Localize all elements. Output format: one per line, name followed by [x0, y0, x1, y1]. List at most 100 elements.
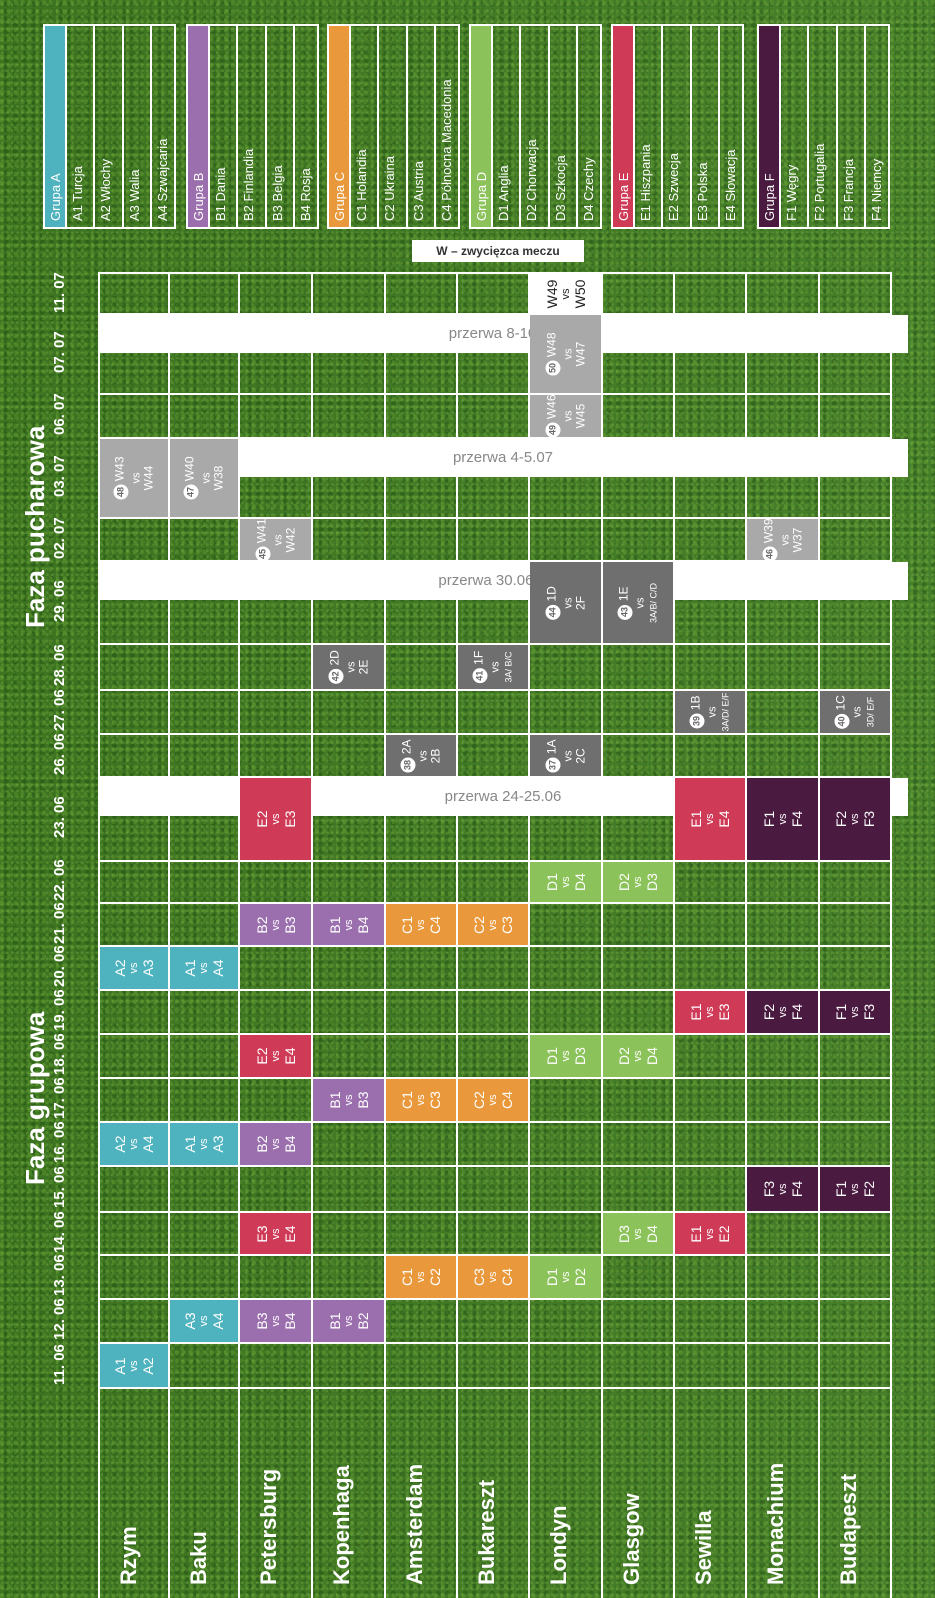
match-cell: 50 W48 vs W47 — [530, 315, 601, 393]
group-color-bar — [613, 26, 633, 227]
group-name: Grupa C — [332, 171, 347, 221]
match-team-2: D4 — [571, 873, 588, 891]
group-team: B2 Finlandia — [241, 148, 256, 221]
grid-line-vertical — [745, 272, 747, 1389]
match-team-1: A2 — [112, 959, 128, 977]
match-vs: vs — [269, 813, 282, 825]
match-team-1: E1 — [688, 1003, 704, 1021]
match-team-1: D1 — [543, 873, 560, 891]
match-number-badge: 39 — [689, 713, 705, 729]
grid-line-horizontal — [98, 313, 890, 315]
match-team-2: F4 — [788, 1180, 805, 1198]
grid-line-horizontal — [98, 1254, 890, 1256]
group-team: D3 Szkocja — [553, 155, 568, 221]
city-divider — [456, 1389, 458, 1598]
group-team: B1 Dania — [213, 167, 228, 221]
city-label: Glasgow — [619, 1493, 644, 1585]
match-label: 48 W43 vs W44 — [113, 456, 156, 500]
match-cell: D3 vs D4 — [603, 1213, 673, 1254]
match-vs: vs — [562, 348, 574, 360]
match-team-1: E1 — [688, 810, 704, 828]
match-vs: vs — [776, 1006, 789, 1018]
match-cell: D1 vs D2 — [530, 1256, 601, 1298]
city-divider — [673, 1389, 675, 1598]
match-label: B2 vs B4 — [253, 1135, 298, 1153]
date-label: 07. 07 — [51, 331, 68, 373]
group-divider — [150, 26, 152, 227]
grid-line-horizontal — [98, 272, 890, 274]
match-cell: B2 vs B4 — [240, 1123, 311, 1165]
match-team-2: W38 — [211, 465, 226, 491]
phase-group-title: Faza grupowa — [20, 1011, 50, 1185]
match-label: D1 vs D2 — [544, 1268, 588, 1286]
match-team-2: F3 — [861, 1003, 877, 1021]
group-divider — [65, 26, 67, 227]
match-vs: vs — [559, 1271, 572, 1283]
date-label: 18. 06 — [51, 1033, 68, 1075]
match-vs: vs — [128, 1138, 140, 1150]
match-vs: vs — [706, 706, 719, 718]
group-color-bar — [188, 26, 208, 227]
match-label: 49 W46 vs W45 — [544, 394, 587, 438]
match-team-1: F1 — [760, 810, 777, 828]
match-vs: vs — [704, 1228, 716, 1239]
group-name: Grupa F — [762, 173, 777, 221]
city-label: Bukareszt — [474, 1479, 499, 1585]
match-team-2: D4 — [644, 1224, 660, 1243]
grid-line-vertical — [528, 272, 530, 1389]
match-vs: vs — [269, 1315, 282, 1327]
match-team-2: C4 — [427, 915, 443, 934]
group-name: Grupa A — [48, 173, 63, 221]
group-divider — [836, 26, 838, 227]
match-cell: B1 vs B2 — [313, 1300, 384, 1342]
match-label: 43 1E vs 3A/B/ C/D — [617, 582, 659, 622]
match-team-2: W44 — [141, 465, 156, 491]
grid-line-horizontal — [98, 1077, 890, 1079]
match-team-1: E1 — [688, 1224, 704, 1243]
group-divider — [633, 26, 635, 227]
match-team-1: B2 — [253, 1135, 270, 1153]
match-team-1: W48 — [544, 332, 558, 358]
city-divider — [238, 1389, 240, 1598]
grid-line-horizontal — [98, 989, 890, 991]
match-team-2: W37 — [790, 527, 804, 552]
match-cell: E1 vs E2 — [675, 1213, 745, 1254]
match-vs: vs — [704, 813, 716, 825]
group-color-bar — [471, 26, 491, 227]
group-team: A3 Walia — [127, 169, 142, 221]
date-label: 28. 06 — [51, 644, 68, 686]
match-cell: C1 vs C4 — [386, 904, 456, 945]
break-band: przerwa 30.06-1.07 — [98, 562, 908, 600]
match-label: B1 vs B3 — [327, 1091, 371, 1108]
grid-line-vertical — [168, 272, 170, 1389]
group-team: A4 Szwajcaria — [155, 138, 170, 221]
match-label: F1 vs F2 — [833, 1181, 877, 1197]
match-vs: vs — [559, 288, 572, 300]
match-team-2: E2 — [716, 1224, 732, 1243]
group-team: C3 Austria — [411, 161, 426, 221]
match-vs: vs — [849, 1006, 861, 1018]
match-vs: vs — [562, 410, 574, 422]
match-team-2: B4 — [281, 1312, 298, 1330]
group-team: F1 Węgry — [784, 164, 799, 221]
match-team-1: C3 — [471, 1268, 487, 1286]
match-label: 50 W48 vs W47 — [544, 332, 587, 376]
match-label: A3 vs A4 — [182, 1312, 226, 1329]
match-vs: vs — [415, 919, 427, 930]
grid-line-vertical — [311, 272, 313, 1389]
match-team-2: D3 — [644, 873, 660, 891]
match-team-1: W49 — [543, 279, 560, 308]
grid-line-horizontal — [98, 437, 890, 439]
grid-line-horizontal — [98, 902, 890, 904]
group-divider — [548, 26, 550, 227]
group-box: Grupa D D1 Anglia D2 Chorwacja D3 Szkocja D4… — [469, 24, 602, 229]
match-number-badge: 42 — [328, 668, 343, 684]
group-team: F2 Portugalia — [812, 143, 827, 221]
city-label: Monachium — [763, 1462, 788, 1585]
match-team-2: 2E — [356, 659, 370, 675]
group-team: E1 Hiszpania — [638, 144, 653, 221]
match-cell: 40 1C vs 3D/ E/F — [820, 691, 890, 733]
match-team-2: C4 — [499, 1268, 515, 1286]
match-cell: A1 vs A2 — [100, 1344, 168, 1387]
match-team-1: A1 — [182, 959, 198, 977]
